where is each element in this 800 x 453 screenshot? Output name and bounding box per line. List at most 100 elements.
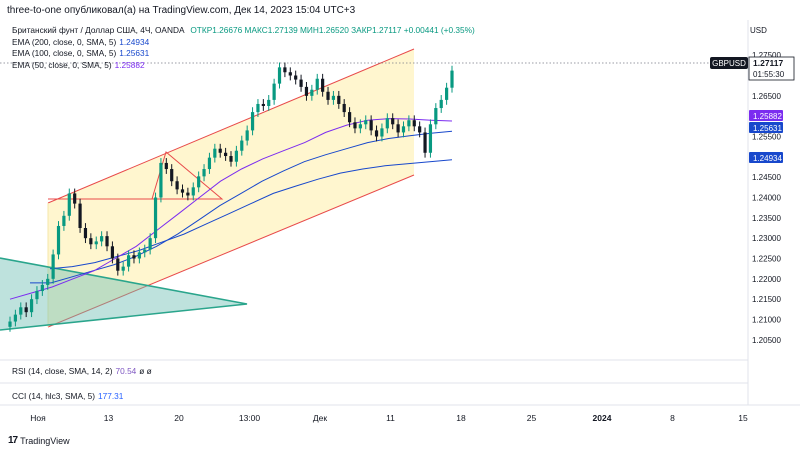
rsi-legend[interactable]: RSI (14, close, SMA, 14, 2) 70.54 ø ø [12, 366, 152, 376]
cci-label: CCI (14, hlc3, SMA, 5) [12, 391, 95, 401]
candle-body [326, 91, 330, 100]
candle-body [450, 70, 454, 88]
candle-body [100, 236, 104, 242]
candle-body [234, 150, 238, 162]
y-tick-label: 1.25500 [752, 133, 781, 142]
x-tick-label: 13 [104, 413, 114, 423]
legend-ema200-label: EMA (200, close, 0, SMA, 5) [12, 36, 117, 47]
candle-body [385, 118, 389, 129]
bar-countdown: 01:55:30 [753, 70, 785, 79]
legend-ema100[interactable]: EMA (100, close, 0, SMA, 5) 1.25631 [12, 48, 475, 60]
legend-ema200-value: 1.24934 [119, 36, 150, 47]
time-axis[interactable]: Ноя 13 20 13:00 Дек 11 18 25 2024 8 15 [30, 413, 748, 423]
candle-body [153, 197, 158, 239]
ema200-price-tag: 1.24934 [749, 152, 783, 163]
candle-body [299, 79, 303, 87]
symbol-title[interactable]: Британский фунт / Доллар США, 4Ч, OANDA [12, 25, 185, 35]
legend-ema200[interactable]: EMA (200, close, 0, SMA, 5) 1.24934 [12, 37, 475, 49]
publish-info: three-to-one опубликовал(а) на TradingVi… [7, 5, 356, 16]
cci-value: 177.31 [98, 391, 124, 401]
candle-body [170, 169, 174, 182]
rsi-label: RSI (14, close, SMA, 14, 2) [12, 366, 113, 376]
candle-body [202, 169, 206, 177]
x-tick-label: 13:00 [239, 413, 261, 423]
candle-body [315, 78, 319, 90]
legend-ema50[interactable]: EMA (50, close, 0, SMA, 5) 1.25882 [12, 60, 475, 72]
y-tick-label: 1.20500 [752, 336, 781, 345]
candle-body [35, 291, 39, 300]
price-chart[interactable]: 1.275001.270001.265001.260001.255001.250… [0, 20, 800, 453]
candle-body [110, 246, 115, 259]
candle-body [148, 238, 152, 250]
x-tick-label: Ноя [30, 413, 46, 423]
channel-lower-line [47, 174, 415, 328]
currency-label[interactable]: USD [750, 26, 767, 35]
candle-body [105, 236, 109, 247]
cci-legend[interactable]: CCI (14, hlc3, SMA, 5) 177.31 [12, 391, 123, 401]
y-tick-label: 1.26500 [752, 92, 781, 101]
candle-body [218, 148, 222, 153]
candle-body [391, 118, 395, 125]
ema50-price-tag: 1.25882 [749, 110, 783, 121]
candle-body [132, 255, 136, 259]
candle-body [434, 108, 438, 125]
candle-body [224, 152, 228, 157]
ohlc-values: ОТКР1.26676 МАКС1.27139 МИН1.26520 ЗАКР1… [190, 25, 475, 35]
x-tick-label: 25 [527, 413, 537, 423]
x-tick-label: Дек [313, 413, 327, 423]
symbol-label: GBPUSD [712, 59, 746, 68]
candle-body [19, 307, 23, 315]
candle-body [439, 99, 443, 109]
legend-ema50-label: EMA (50, close, 0, SMA, 5) [12, 59, 112, 70]
candle-body [364, 120, 368, 125]
y-tick-label: 1.21000 [752, 316, 781, 325]
candle-body [83, 228, 88, 239]
last-price-value: 1.27117 [753, 58, 784, 68]
candle-body [164, 162, 168, 170]
legend-ema100-value: 1.25631 [119, 48, 150, 58]
candle-body [116, 258, 120, 271]
symbol-line: Британский фунт / Доллар США, 4Ч, OANDA … [12, 25, 475, 37]
wedge-fill [0, 258, 247, 330]
x-tick-label: 8 [670, 413, 675, 423]
price-axis[interactable]: 1.275001.270001.265001.260001.255001.250… [752, 51, 781, 345]
candle-body [121, 266, 125, 271]
y-tick-label: 1.24000 [752, 194, 781, 203]
candle-body [40, 284, 44, 292]
ema200-line [49, 159, 453, 270]
logo-mark-icon: 17 [8, 435, 18, 446]
legend-ema100-label: EMA (100, close, 0, SMA, 5) [12, 48, 117, 58]
candle-body [13, 314, 17, 322]
candle-body [283, 67, 287, 73]
x-tick-label: 18 [456, 413, 466, 423]
candle-body [191, 187, 195, 196]
candle-body [401, 126, 406, 133]
candle-body [374, 130, 379, 137]
channel-upper-line [47, 48, 415, 204]
candle-body [267, 99, 271, 106]
candle-body [304, 86, 309, 96]
candle-body [240, 140, 244, 151]
candle-body [288, 72, 292, 76]
flag-pattern [48, 151, 224, 200]
wedge-outline [0, 257, 248, 331]
candle-body [8, 321, 12, 327]
candle-body [51, 254, 55, 279]
chart-legend: Британский фунт / Доллар США, 4Ч, OANDA … [12, 25, 475, 71]
candle-body [78, 203, 82, 228]
rsi-extra: ø ø [139, 366, 152, 376]
candle-body [256, 103, 260, 113]
x-tick-label: 20 [174, 413, 184, 423]
candle-body [73, 193, 77, 204]
candle-body [137, 252, 141, 259]
candle-body [353, 122, 357, 129]
candle-body [445, 87, 449, 100]
candle-body [245, 130, 249, 141]
candle-body [29, 299, 34, 313]
candle-body [423, 132, 427, 153]
candle-body [250, 112, 255, 131]
candle-body [380, 128, 384, 137]
candle-body [272, 83, 276, 100]
tradingview-logo[interactable]: 17 TradingView [8, 435, 70, 446]
candle-body [358, 124, 362, 129]
